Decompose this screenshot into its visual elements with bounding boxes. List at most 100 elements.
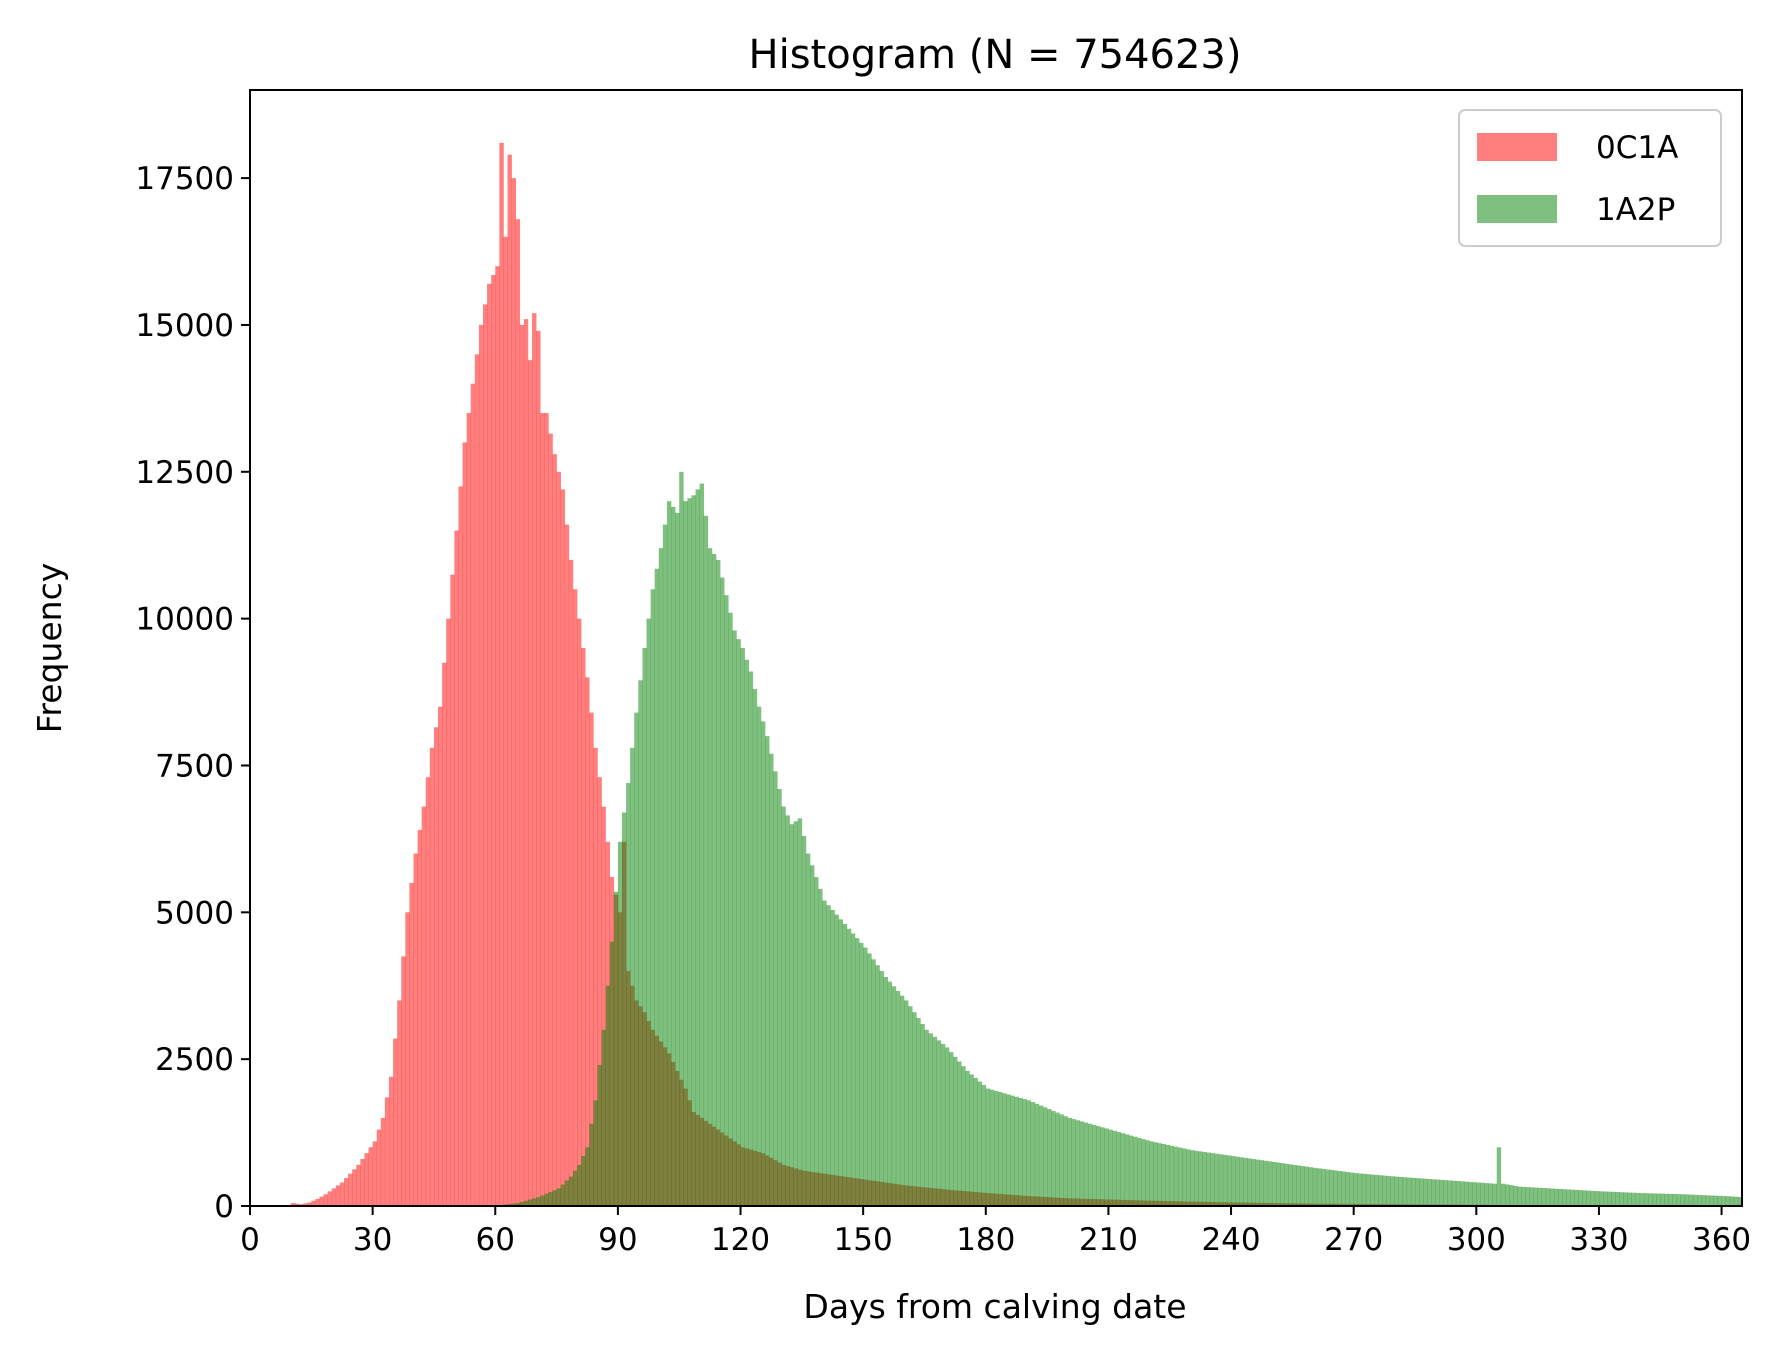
bar bbox=[450, 574, 455, 1206]
bar bbox=[1325, 1169, 1330, 1206]
bar bbox=[1255, 1159, 1260, 1206]
bar bbox=[1459, 1181, 1465, 1206]
bar bbox=[1047, 1109, 1052, 1206]
bar bbox=[1043, 1107, 1048, 1206]
bar bbox=[1190, 1150, 1195, 1206]
bar bbox=[1664, 1193, 1669, 1206]
bar bbox=[908, 1006, 913, 1206]
bar bbox=[1173, 1146, 1179, 1206]
bar bbox=[307, 1202, 312, 1206]
bar bbox=[711, 554, 717, 1206]
bar bbox=[1202, 1151, 1207, 1206]
bar bbox=[1284, 1163, 1289, 1206]
bar bbox=[1431, 1179, 1436, 1206]
bar bbox=[519, 324, 525, 1206]
bar bbox=[998, 1092, 1003, 1206]
bar bbox=[1476, 1182, 1481, 1206]
bar bbox=[1271, 1161, 1277, 1206]
bar bbox=[1235, 1156, 1240, 1206]
bar bbox=[1370, 1174, 1375, 1206]
bar bbox=[1562, 1189, 1567, 1206]
bar bbox=[1578, 1190, 1583, 1206]
bar bbox=[1635, 1192, 1641, 1206]
bar bbox=[850, 933, 856, 1206]
bar bbox=[458, 486, 463, 1207]
bar bbox=[895, 991, 901, 1206]
bar bbox=[1096, 1126, 1101, 1206]
bar bbox=[290, 1203, 296, 1206]
bar bbox=[695, 489, 700, 1206]
bar bbox=[1656, 1193, 1661, 1206]
bar bbox=[1472, 1182, 1477, 1206]
bar bbox=[928, 1033, 933, 1206]
bar bbox=[446, 618, 451, 1206]
bar bbox=[572, 589, 578, 1206]
bar bbox=[1447, 1180, 1453, 1206]
x-tick-label: 210 bbox=[1079, 1222, 1138, 1258]
bar bbox=[348, 1173, 353, 1206]
bar bbox=[969, 1074, 974, 1206]
bar bbox=[1553, 1188, 1559, 1206]
bar bbox=[1071, 1119, 1077, 1206]
bar bbox=[1598, 1191, 1604, 1206]
bar bbox=[503, 236, 508, 1207]
bar bbox=[1443, 1180, 1448, 1206]
bar bbox=[810, 865, 815, 1206]
bar bbox=[1398, 1176, 1404, 1206]
bar bbox=[675, 512, 680, 1206]
legend-label-0c1a: 0C1A bbox=[1596, 130, 1678, 166]
bar bbox=[1619, 1192, 1624, 1206]
bar bbox=[1509, 1185, 1514, 1206]
bar bbox=[315, 1198, 320, 1206]
bar bbox=[1410, 1177, 1416, 1206]
bar bbox=[1055, 1112, 1060, 1206]
bar bbox=[1537, 1187, 1543, 1206]
bar bbox=[1353, 1173, 1359, 1206]
bar bbox=[1582, 1190, 1587, 1206]
bar bbox=[1002, 1093, 1007, 1206]
bar bbox=[626, 783, 631, 1206]
bar bbox=[1451, 1180, 1457, 1206]
bar bbox=[846, 928, 852, 1206]
bar bbox=[1108, 1129, 1113, 1206]
bar bbox=[854, 938, 860, 1206]
bar bbox=[1574, 1189, 1579, 1206]
bars-layer bbox=[290, 142, 1743, 1207]
bar bbox=[1468, 1181, 1473, 1206]
bar bbox=[311, 1200, 316, 1206]
bar bbox=[642, 648, 647, 1206]
y-axis-ticks: 0 2500 5000 7500 10000 12500 15000 17500 bbox=[135, 161, 250, 1225]
bar bbox=[527, 1199, 533, 1206]
bar bbox=[1124, 1134, 1130, 1206]
bar bbox=[1590, 1190, 1596, 1206]
bar bbox=[585, 677, 590, 1206]
bar bbox=[568, 1176, 574, 1206]
bar bbox=[965, 1070, 970, 1206]
bar bbox=[532, 313, 537, 1206]
bar bbox=[621, 812, 627, 1206]
bar bbox=[887, 981, 893, 1206]
bar bbox=[773, 771, 778, 1206]
bar bbox=[499, 142, 504, 1207]
bar bbox=[1484, 1183, 1489, 1206]
bar bbox=[1402, 1177, 1408, 1206]
bar bbox=[838, 919, 844, 1206]
legend-label-1a2p: 1A2P bbox=[1596, 192, 1675, 228]
bar bbox=[593, 1100, 598, 1206]
bar bbox=[331, 1188, 337, 1206]
bar bbox=[765, 736, 770, 1206]
bar bbox=[899, 995, 905, 1206]
bar bbox=[1149, 1141, 1154, 1206]
bar bbox=[1394, 1176, 1399, 1206]
bar bbox=[732, 630, 737, 1206]
bar bbox=[1296, 1165, 1301, 1206]
bar bbox=[1161, 1144, 1166, 1206]
bar bbox=[1737, 1196, 1743, 1206]
bar bbox=[769, 753, 774, 1206]
bar bbox=[1259, 1160, 1265, 1206]
bar bbox=[589, 712, 594, 1206]
bar bbox=[1603, 1191, 1608, 1206]
bar bbox=[961, 1066, 966, 1206]
bar bbox=[1120, 1133, 1126, 1206]
bar bbox=[409, 882, 414, 1206]
